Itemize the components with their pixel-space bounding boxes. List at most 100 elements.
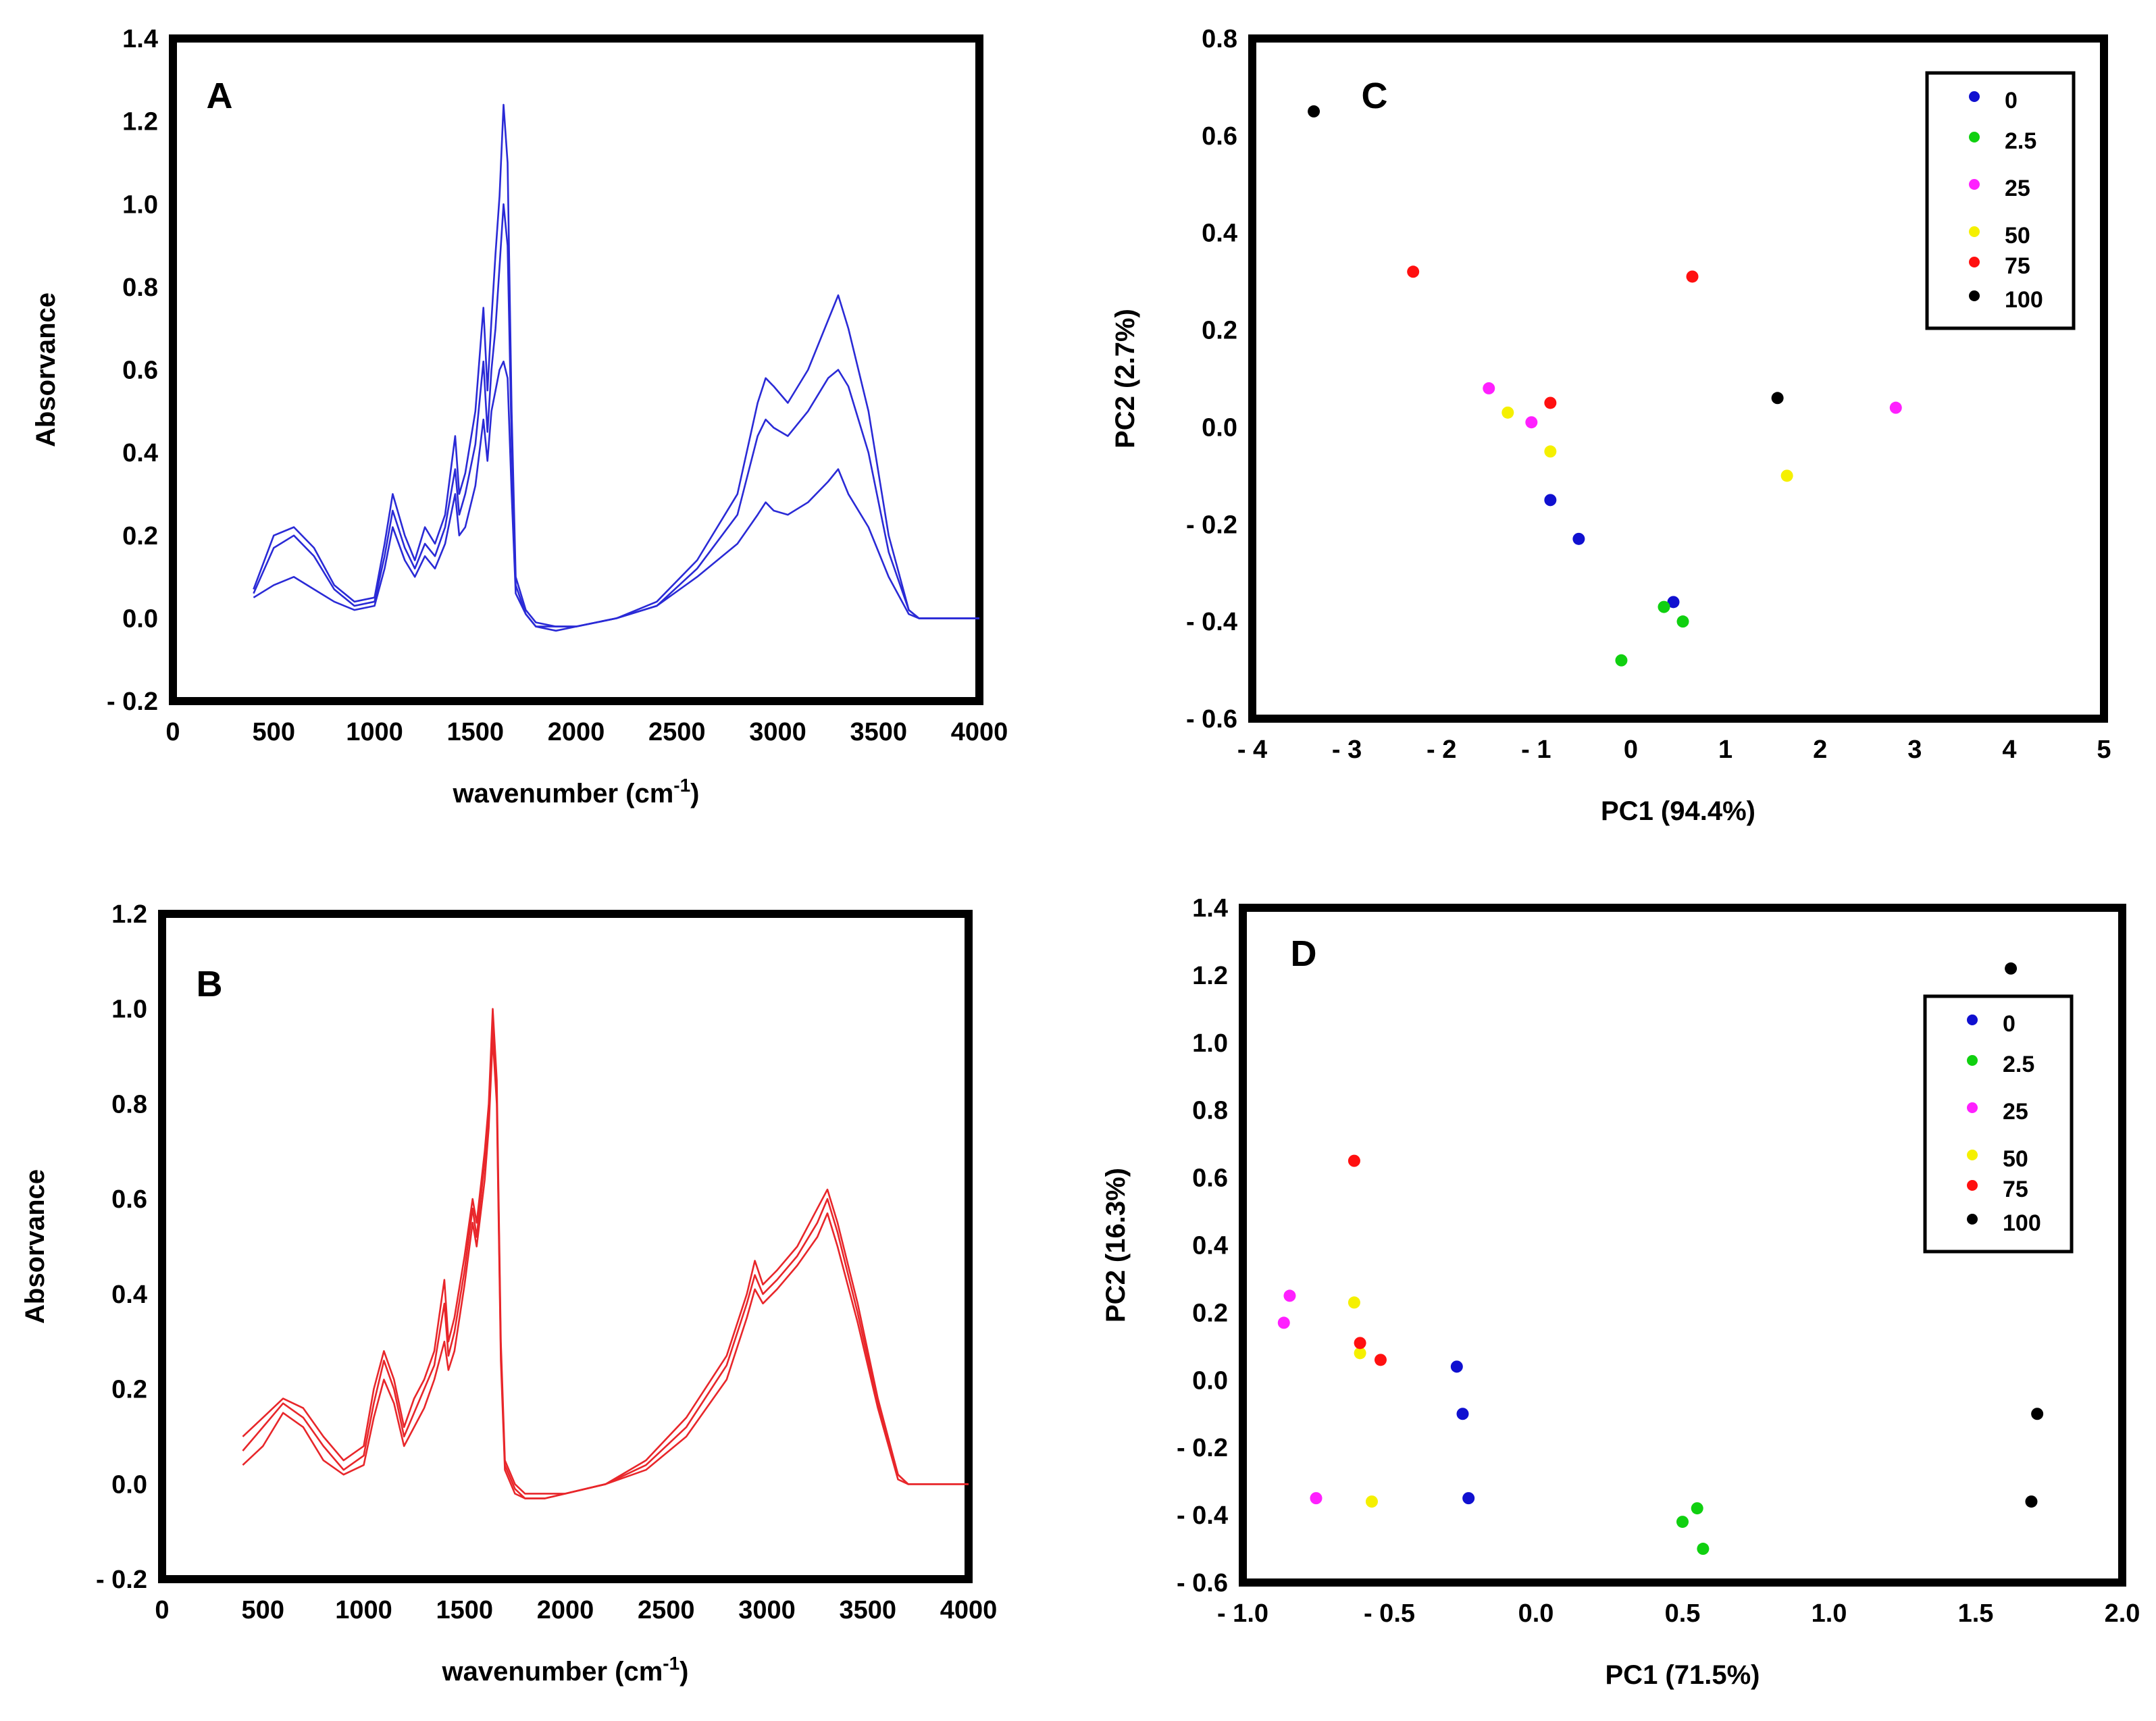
y-tick-label: 1.0 [111,996,147,1024]
y-tick-label: 1.0 [1192,1029,1228,1058]
y-tick-label: 0.2 [122,522,158,550]
x-tick-label: 1000 [335,1596,392,1624]
x-tick-label: 1000 [346,718,403,746]
x-tick-label: 0 [165,718,180,746]
legend-marker [1967,1150,1978,1160]
y-tick-label: - 0.2 [1186,511,1237,539]
y-tick-label: 1.2 [122,108,158,136]
x-tick-label: 3000 [738,1596,796,1624]
data-point [1483,382,1495,394]
y-tick-label: - 0.2 [107,688,158,716]
y-tick-label: 1.4 [1192,894,1228,923]
data-point [1544,445,1557,458]
legend-box [1923,994,2074,1254]
legend-entry: 2.5 [2005,128,2036,154]
y-tick-label: 0.6 [111,1185,147,1214]
data-point [1572,532,1585,545]
x-tick-label: 2.0 [2105,1599,2140,1628]
x-tick-label: 4000 [951,718,1008,746]
panel-label: D [1291,933,1317,974]
panel-label: A [207,76,233,116]
data-point [1456,1408,1469,1420]
x-axis-label: PC1 (71.5%) [1606,1660,1760,1690]
y-tick-label: 0.4 [1192,1232,1228,1260]
legend-entry: 25 [2003,1099,2028,1125]
x-tick-label: 0.5 [1665,1599,1701,1628]
legend-marker [1969,226,1980,237]
data-point [1544,396,1557,409]
data-point [1407,265,1420,278]
x-tick-label: 0 [1624,736,1638,764]
plot-frame [1248,34,2108,723]
legend-marker [1967,1180,1978,1191]
x-tick-label: 500 [253,718,295,746]
data-point [1502,406,1514,419]
data-point [1615,654,1628,667]
chart-panel-D: - 1.0 - 0.5 0.0 0.5 1.0 1.5 2.0 - 0.6 - 0.4 - 0.2… [1101,894,2140,1690]
y-tick-label: - 0.2 [1177,1434,1228,1462]
legend: 0 2.5 25 50 75 100 [1923,994,2074,1254]
data-point [1374,1354,1387,1366]
y-tick-label: 0.0 [111,1470,147,1499]
y-tick-label: 0.6 [1192,1164,1228,1193]
x-tick-label: - 0.5 [1364,1599,1415,1628]
legend-marker [1969,132,1980,143]
data-point [1697,1543,1710,1556]
data-point [2005,962,2018,975]
legend-entry: 100 [2005,287,2043,313]
x-tick-label: 1.5 [1958,1599,1994,1628]
x-tick-label: 3500 [850,718,907,746]
y-tick-label: 0.2 [1192,1299,1228,1327]
chart-panel-C: - 4 - 3 - 2 - 1 0 1 2 3 4 5 - 0.6 - 0.4 - 0.2 0.0 0.2 0… [1110,25,2111,826]
legend-marker [1967,1055,1978,1066]
data-point [1277,1316,1290,1329]
x-tick-label: 2000 [537,1596,594,1624]
x-tick-label: 3 [1907,736,1922,764]
chart-panel-B: 0 500 1000 1500 2000 2500 3000 3500 4000 - 0.2 0.0… [20,900,997,1687]
data-point [1450,1360,1463,1373]
y-tick-label: 0.4 [122,439,158,467]
y-tick-label: - 0.4 [1186,608,1237,636]
y-tick-label: 1.4 [122,25,158,53]
y-tick-label: 0.2 [111,1376,147,1404]
x-tick-label: 2 [1813,736,1827,764]
y-tick-label: - 0.6 [1177,1569,1228,1597]
x-tick-label: 3500 [839,1596,896,1624]
y-axis-label: PC2 (16.3%) [1101,1168,1131,1322]
x-tick-label: 3000 [749,718,806,746]
y-tick-label: 0.0 [122,605,158,633]
y-axis-label: Absorvance [31,292,61,447]
data-point [1283,1289,1296,1302]
x-tick-label: - 4 [1237,736,1267,764]
x-tick-label: 2500 [648,718,706,746]
y-tick-label: 0.8 [1202,25,1237,53]
y-tick-label: 1.0 [122,190,158,219]
data-point [1354,1347,1366,1360]
y-tick-label: 1.2 [111,900,147,929]
data-point [1686,270,1699,283]
y-tick-label: - 0.4 [1177,1501,1228,1530]
x-axis-label: wavenumber (cm-1) [452,775,699,808]
legend-entry: 100 [2003,1210,2041,1236]
legend-marker [1967,1214,1978,1225]
y-tick-label: 0.8 [111,1090,147,1119]
legend-marker [1969,257,1980,267]
legend-marker [1969,290,1980,301]
panel-label: B [197,964,223,1004]
data-point [1691,1502,1703,1515]
y-tick-label: 0.8 [1192,1097,1228,1125]
legend-marker [1969,179,1980,190]
y-tick-label: 0.4 [1202,220,1237,248]
x-axis-label: wavenumber (cm-1) [441,1653,688,1687]
y-tick-label: 0.0 [1192,1366,1228,1395]
x-tick-label: 500 [242,1596,284,1624]
series-line [242,1017,969,1499]
legend-box [1925,71,2076,330]
plot-frame [169,34,983,705]
panel-label: C [1362,76,1388,116]
data-point [2025,1495,2038,1508]
y-tick-label: 0.4 [111,1281,147,1309]
series-line [242,1036,969,1499]
series-line [253,203,979,627]
x-tick-label: 1 [1718,736,1732,764]
